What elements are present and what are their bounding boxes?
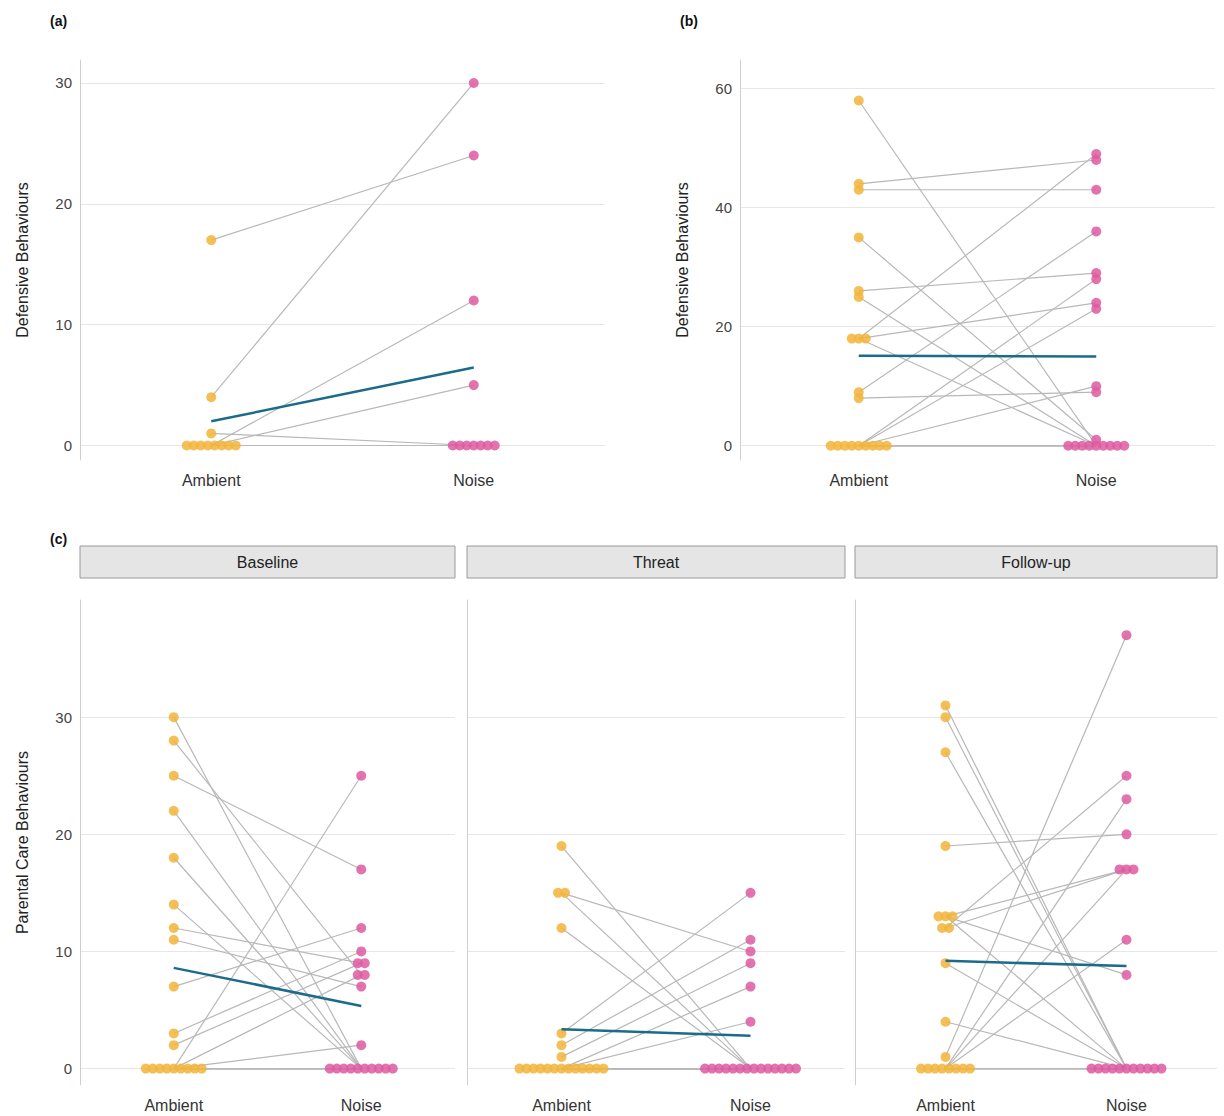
svg-text:Baseline: Baseline bbox=[237, 554, 298, 571]
svg-text:10: 10 bbox=[55, 316, 72, 333]
svg-text:Ambient: Ambient bbox=[144, 1097, 203, 1114]
svg-text:30: 30 bbox=[55, 709, 72, 726]
svg-text:30: 30 bbox=[55, 74, 72, 91]
svg-text:0: 0 bbox=[64, 1060, 72, 1077]
svg-text:(a): (a) bbox=[50, 13, 67, 29]
svg-text:20: 20 bbox=[55, 195, 72, 212]
svg-text:Follow-up: Follow-up bbox=[1001, 554, 1070, 571]
svg-text:Ambient: Ambient bbox=[916, 1097, 975, 1114]
svg-text:Noise: Noise bbox=[453, 472, 494, 489]
svg-text:Defensive Behaviours: Defensive Behaviours bbox=[14, 182, 31, 338]
svg-text:Ambient: Ambient bbox=[829, 472, 888, 489]
svg-text:(c): (c) bbox=[50, 531, 67, 547]
svg-text:Ambient: Ambient bbox=[532, 1097, 591, 1114]
svg-text:10: 10 bbox=[55, 943, 72, 960]
svg-text:Defensive Behaviours: Defensive Behaviours bbox=[674, 182, 691, 338]
svg-text:Ambient: Ambient bbox=[182, 472, 241, 489]
svg-text:Threat: Threat bbox=[633, 554, 680, 571]
svg-text:0: 0 bbox=[64, 437, 72, 454]
svg-text:Noise: Noise bbox=[1076, 472, 1117, 489]
svg-text:60: 60 bbox=[715, 80, 732, 97]
svg-text:40: 40 bbox=[715, 199, 732, 216]
svg-text:Noise: Noise bbox=[730, 1097, 771, 1114]
svg-text:Noise: Noise bbox=[341, 1097, 382, 1114]
svg-text:(b): (b) bbox=[680, 13, 698, 29]
svg-text:0: 0 bbox=[724, 437, 732, 454]
svg-text:20: 20 bbox=[55, 826, 72, 843]
svg-text:Parental Care Behaviours: Parental Care Behaviours bbox=[14, 751, 31, 934]
svg-text:20: 20 bbox=[715, 318, 732, 335]
svg-text:Noise: Noise bbox=[1106, 1097, 1147, 1114]
